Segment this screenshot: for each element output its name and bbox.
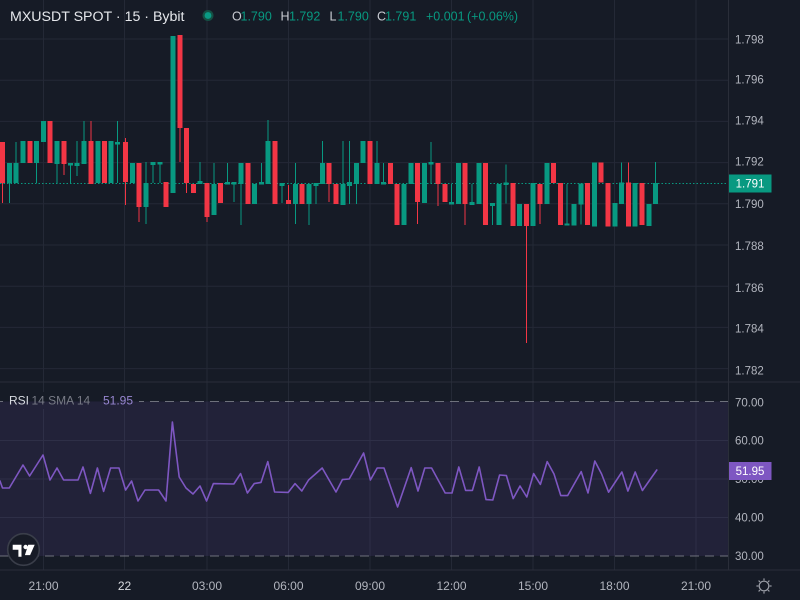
svg-text:L: L xyxy=(330,10,337,24)
svg-text:1.790: 1.790 xyxy=(338,10,369,24)
svg-text:+0.001: +0.001 xyxy=(426,10,465,24)
svg-text:51.95: 51.95 xyxy=(103,394,133,408)
svg-text:1.790: 1.790 xyxy=(735,199,764,211)
svg-text:1.792: 1.792 xyxy=(289,10,320,24)
svg-text:51.95: 51.95 xyxy=(736,466,765,478)
svg-text:09:00: 09:00 xyxy=(355,579,385,593)
svg-text:1.792: 1.792 xyxy=(735,157,764,169)
svg-text:1.794: 1.794 xyxy=(735,116,764,128)
svg-text:1.791: 1.791 xyxy=(736,179,765,191)
svg-text:1.784: 1.784 xyxy=(735,324,764,336)
svg-text:12:00: 12:00 xyxy=(436,579,466,593)
svg-text:C: C xyxy=(377,10,386,24)
svg-text:1.786: 1.786 xyxy=(735,283,764,295)
svg-text:1.791: 1.791 xyxy=(385,10,416,24)
svg-text:(+0.06%): (+0.06%) xyxy=(467,10,518,24)
svg-text:1.788: 1.788 xyxy=(735,241,764,253)
svg-text:30.00: 30.00 xyxy=(735,551,764,563)
svg-text:1.782: 1.782 xyxy=(735,366,764,378)
svg-text:60.00: 60.00 xyxy=(735,436,764,448)
svg-text:06:00: 06:00 xyxy=(273,579,303,593)
svg-text:03:00: 03:00 xyxy=(192,579,222,593)
svg-text:H: H xyxy=(281,10,290,24)
svg-text:70.00: 70.00 xyxy=(735,398,764,410)
svg-text:40.00: 40.00 xyxy=(735,513,764,525)
svg-text:MXUSDT SPOT · 15 · Bybit: MXUSDT SPOT · 15 · Bybit xyxy=(10,9,185,25)
svg-text:18:00: 18:00 xyxy=(599,579,629,593)
svg-text:21:00: 21:00 xyxy=(28,579,58,593)
svg-text:O: O xyxy=(232,10,242,24)
svg-text:RSI: RSI xyxy=(9,394,29,408)
svg-text:1.796: 1.796 xyxy=(735,75,764,87)
svg-text:1.798: 1.798 xyxy=(735,35,764,47)
svg-text:14 SMA 14: 14 SMA 14 xyxy=(32,394,91,408)
svg-text:22: 22 xyxy=(118,579,132,593)
svg-text:15:00: 15:00 xyxy=(518,579,548,593)
svg-text:21:00: 21:00 xyxy=(681,579,711,593)
svg-text:1.790: 1.790 xyxy=(241,10,272,24)
